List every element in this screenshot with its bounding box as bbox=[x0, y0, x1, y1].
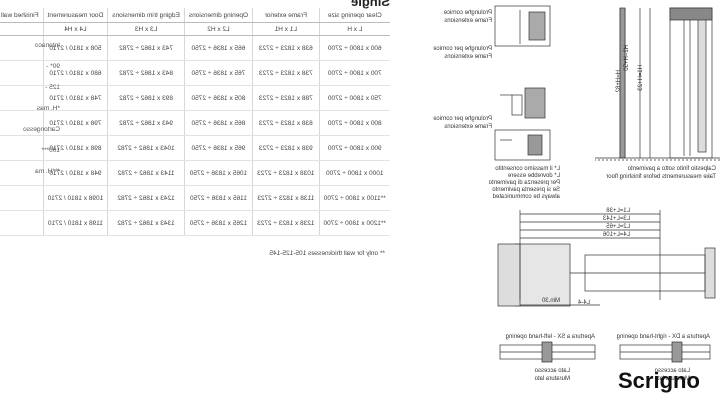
floor-note-line-1: Calpestio finito sotto a pavimento bbox=[627, 166, 716, 172]
dim-l1: L1=L+38 bbox=[606, 208, 630, 214]
label-note-5: always be communicated bbox=[493, 194, 560, 200]
label-note-2: L* dovrebbe essere bbox=[507, 173, 560, 179]
label-frame-ext-1b: Frame extensions bbox=[444, 18, 492, 24]
dim-h1: H1=H+23 bbox=[638, 65, 644, 91]
caption-right-hand: Apertura a DX - right-hand opening bbox=[617, 334, 710, 340]
label-frame-ext-2a: Prolunghe per cornice bbox=[433, 46, 492, 52]
label-note-4: Se si presenta pavimento bbox=[492, 187, 560, 193]
caption-left-hand: Apertura a SX - left-hand opening bbox=[506, 334, 595, 340]
caption-wall-side-1: Muratura lato bbox=[654, 376, 690, 382]
label-frame-ext-3a: Prolunghe per cornice bbox=[433, 116, 492, 122]
floor-note-line-2: Take measurements before finishing floor bbox=[606, 174, 716, 180]
dim-l3: L3=L+143 bbox=[602, 216, 630, 222]
label-frame-ext-2b: Frame extensions bbox=[444, 54, 492, 60]
opening-direction-plans bbox=[499, 341, 711, 363]
dim-l4: L4=L+106 bbox=[602, 232, 630, 238]
label-frame-ext-1a: Prolunghe cornice bbox=[443, 10, 492, 16]
dim-h: H=H+82 bbox=[616, 70, 622, 93]
dim-min30: Min.30 bbox=[541, 298, 560, 304]
dim-h2: H2=H+50 bbox=[624, 45, 630, 71]
dim-l2: L2=L+65 bbox=[606, 224, 630, 230]
elevation-drawing bbox=[595, 7, 720, 161]
plan-section-drawing bbox=[497, 210, 716, 307]
caption-access-side-2: Lato accesso bbox=[534, 368, 570, 374]
label-note-1: L* il massimo consentito bbox=[495, 166, 560, 172]
frame-extension-details bbox=[494, 5, 551, 161]
caption-access-side-1: Lato accesso bbox=[654, 368, 690, 374]
brand-logo: Scrigno bbox=[618, 368, 700, 393]
caption-wall-side-2: Muratura lato bbox=[534, 376, 570, 382]
label-note-3: Per presenza di pavimento bbox=[488, 180, 560, 186]
dim-l4-4: L4-4 bbox=[577, 300, 590, 306]
label-frame-ext-3b: Frame extensions bbox=[444, 124, 492, 130]
